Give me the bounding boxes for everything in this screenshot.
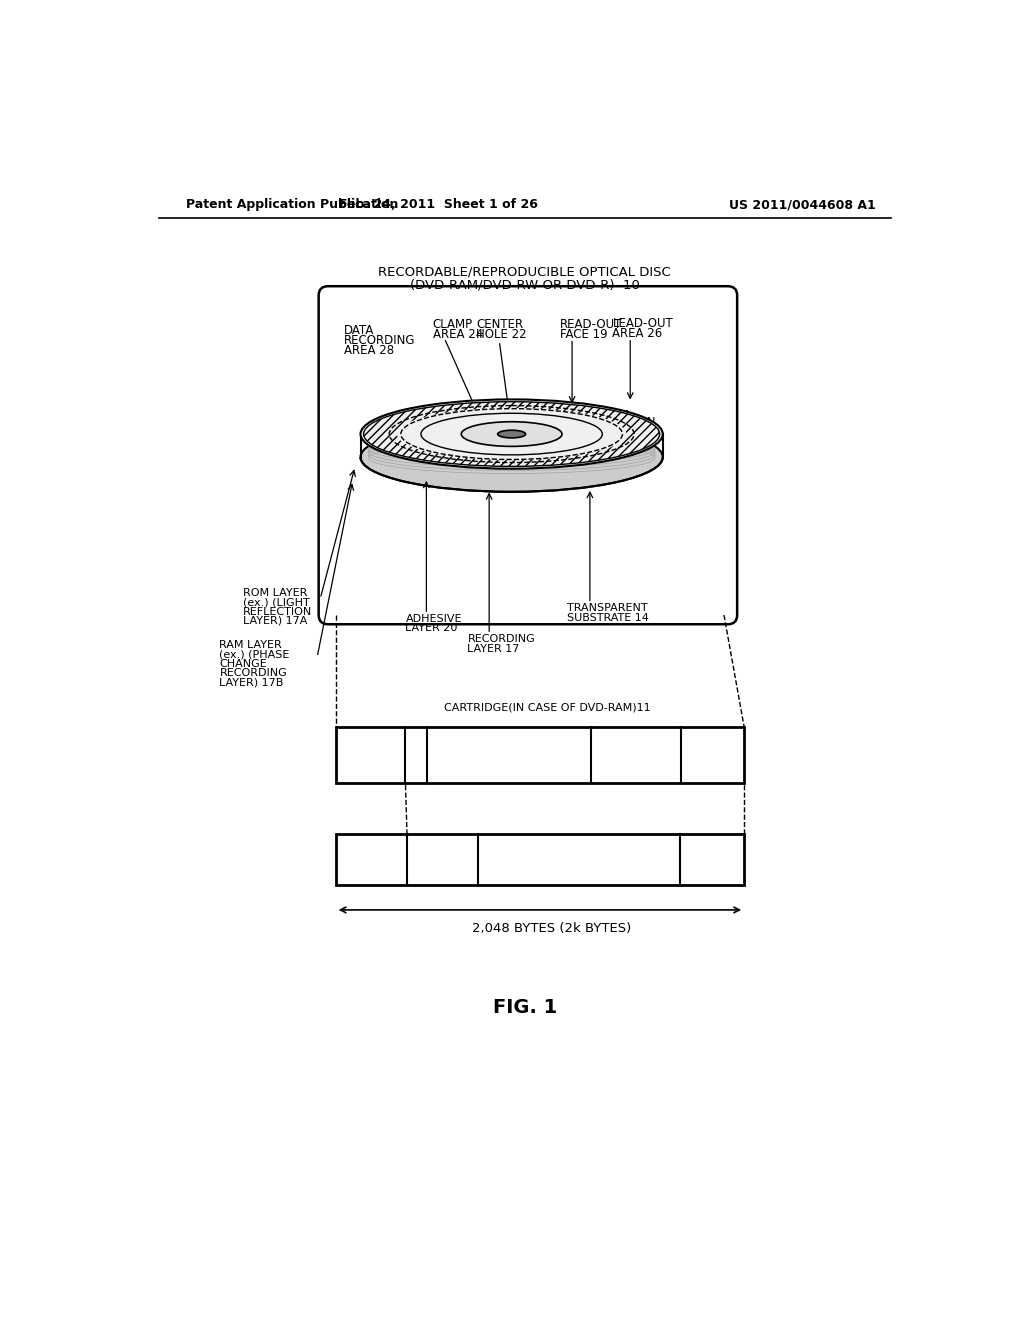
Text: RECORDING: RECORDING [219, 668, 287, 678]
Ellipse shape [498, 430, 525, 438]
Text: CENTER: CENTER [476, 318, 523, 331]
Text: AREA 26: AREA 26 [612, 327, 663, 341]
Text: SUBSTRATE 14: SUBSTRATE 14 [566, 612, 648, 623]
Text: (ex.) (LIGHT: (ex.) (LIGHT [243, 597, 309, 607]
Text: RECORDABLE/REPRODUCIBLE OPTICAL DISC: RECORDABLE/REPRODUCIBLE OPTICAL DISC [379, 265, 671, 279]
Text: ROM LAYER: ROM LAYER [243, 589, 307, 598]
Text: (LAND/GROOVE): (LAND/GROOVE) [456, 767, 563, 780]
Text: (ex.) (PHASE: (ex.) (PHASE [219, 649, 290, 660]
Text: AREA 25: AREA 25 [375, 426, 425, 440]
Text: RECORDING: RECORDING [344, 334, 416, 347]
Text: OUT: OUT [698, 747, 726, 760]
Text: FACE 19: FACE 19 [560, 327, 607, 341]
Text: LOGICAL: LOGICAL [684, 845, 740, 858]
Ellipse shape [461, 422, 562, 446]
Text: FIG. 1: FIG. 1 [493, 998, 557, 1016]
Text: LAYER) 17B: LAYER) 17B [219, 677, 284, 688]
Ellipse shape [397, 408, 627, 461]
Text: 2,048 BYTES (2k BYTES): 2,048 BYTES (2k BYTES) [472, 923, 631, 936]
Text: SECTOR: SECTOR [345, 855, 397, 869]
Text: TRANSPARENT: TRANSPARENT [566, 603, 647, 614]
Text: AREA 27: AREA 27 [609, 425, 659, 438]
Text: INFORMATION: INFORMATION [375, 416, 457, 429]
Text: AREA 24: AREA 24 [432, 327, 483, 341]
Text: LOGICAL: LOGICAL [415, 845, 471, 858]
Text: RAM LAYER: RAM LAYER [219, 640, 283, 651]
Text: CHANGE: CHANGE [219, 659, 267, 669]
Text: ADHESIVE: ADHESIVE [406, 614, 462, 624]
Text: LEAD-: LEAD- [692, 737, 732, 748]
Text: Patent Application Publication: Patent Application Publication [186, 198, 398, 211]
Text: - - - - - - - - - - -: - - - - - - - - - - - [535, 851, 624, 865]
Text: - - - - - - - -: - - - - - - - - [478, 756, 540, 770]
Bar [336, 834, 744, 886]
Text: LAYER) 17A: LAYER) 17A [243, 615, 307, 626]
Text: SECTOR: SECTOR [686, 855, 738, 869]
Text: SECTOR: SECTOR [417, 855, 469, 869]
Text: LEAD-OUT: LEAD-OUT [612, 317, 673, 330]
Text: LEAD-IN: LEAD-IN [344, 738, 397, 751]
Text: AREA 28: AREA 28 [344, 345, 394, 356]
Text: TRACK: TRACK [487, 744, 531, 758]
Ellipse shape [360, 422, 663, 492]
Text: CARTRIDGE(IN CASE OF DVD-RAM)11: CARTRIDGE(IN CASE OF DVD-RAM)11 [444, 702, 651, 711]
Text: READ-OUT: READ-OUT [560, 318, 622, 331]
Text: DATA: DATA [344, 323, 375, 337]
Text: LAYER 20: LAYER 20 [406, 623, 458, 634]
Bar [336, 726, 744, 783]
Text: REFLECTION: REFLECTION [243, 607, 312, 616]
Text: LAYER 17: LAYER 17 [467, 644, 520, 653]
Text: (DVD-RAM/DVD-RW OR DVD-R)  10: (DVD-RAM/DVD-RW OR DVD-R) 10 [410, 279, 640, 292]
Text: Feb. 24, 2011  Sheet 1 of 26: Feb. 24, 2011 Sheet 1 of 26 [339, 198, 538, 211]
Text: HOLE 22: HOLE 22 [476, 327, 526, 341]
Text: TRACK: TRACK [412, 738, 421, 777]
Text: AREA: AREA [694, 758, 730, 771]
Ellipse shape [360, 400, 663, 469]
Text: RECORDING: RECORDING [467, 635, 536, 644]
Text: LEAD-IN: LEAD-IN [609, 416, 656, 429]
Text: AREA: AREA [353, 748, 388, 762]
FancyBboxPatch shape [318, 286, 737, 624]
Text: CLAMP: CLAMP [432, 318, 473, 331]
Text: RECORDING: RECORDING [470, 734, 549, 747]
Text: LOGICAL: LOGICAL [343, 845, 399, 858]
Text: US 2011/0044608 A1: US 2011/0044608 A1 [729, 198, 876, 211]
